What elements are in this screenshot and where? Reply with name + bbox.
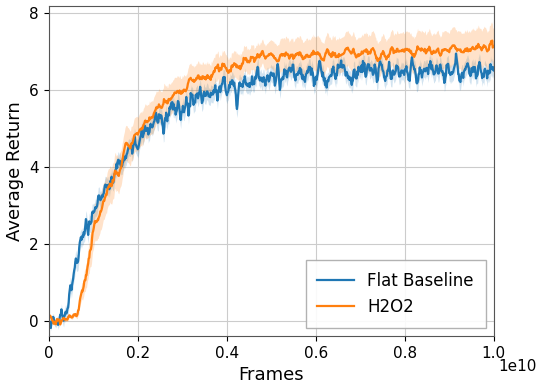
H2O2 (330, 50, 336, 55)
H2O2 (316, 51, 322, 56)
H2O2 (489, 38, 495, 43)
Flat Baseline (305, 70, 311, 75)
H2O2 (73, 314, 80, 319)
H2O2 (305, 54, 311, 58)
Flat Baseline (429, 66, 436, 71)
Flat Baseline (491, 68, 497, 73)
Flat Baseline (453, 51, 459, 56)
Text: 1e10: 1e10 (498, 359, 537, 374)
Flat Baseline (48, 326, 54, 330)
Line: H2O2: H2O2 (49, 41, 494, 324)
H2O2 (491, 44, 497, 49)
Flat Baseline (330, 66, 336, 71)
Legend: Flat Baseline, H2O2: Flat Baseline, H2O2 (306, 260, 486, 328)
H2O2 (46, 314, 52, 319)
H2O2 (384, 55, 390, 60)
H2O2 (429, 50, 436, 54)
Y-axis label: Average Return: Average Return (5, 101, 23, 241)
X-axis label: Frames: Frames (238, 367, 304, 385)
Flat Baseline (46, 316, 52, 321)
H2O2 (57, 322, 63, 327)
Flat Baseline (384, 74, 390, 78)
Flat Baseline (316, 58, 322, 63)
Flat Baseline (73, 260, 80, 265)
Line: Flat Baseline: Flat Baseline (49, 53, 494, 328)
